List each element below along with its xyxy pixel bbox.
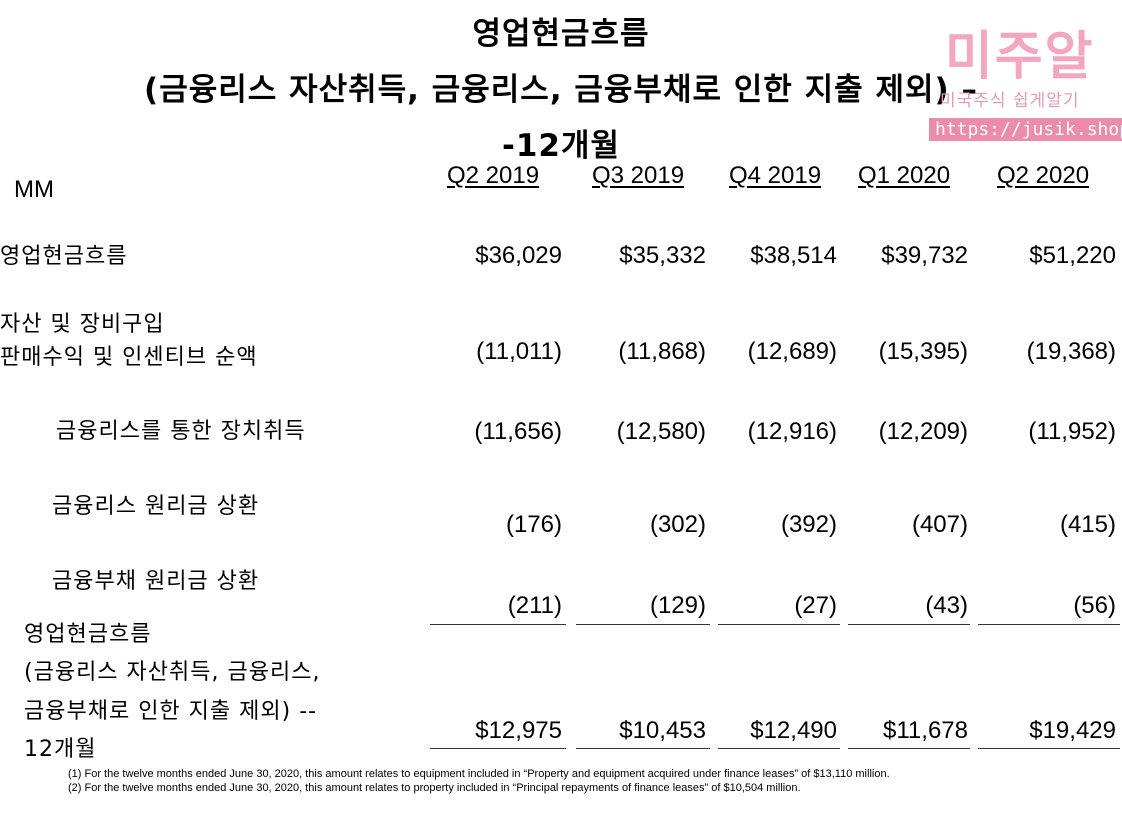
row-label-fcf-line-2: (금융리스 자산취득, 금융리스, <box>24 660 321 685</box>
table-cell: (12,209) <box>878 418 968 445</box>
table-cell: (19,368) <box>1026 338 1116 365</box>
row-label-finance-lease-repayment: 금융리스 원리금 상환 <box>52 494 260 519</box>
table-cell: $38,514 <box>750 242 837 269</box>
table-cell: (407) <box>911 511 968 538</box>
title-line-1: 영업현금흐름 <box>472 16 650 52</box>
table-cell: (11,952) <box>1028 418 1116 445</box>
row-label-fcf-line-3: 금융부채로 인한 지출 제외) -- <box>24 699 318 724</box>
column-header-q3-2019: Q3 2019 <box>592 162 685 189</box>
row-label-financing-obligation-repayment: 금융부채 원리금 상환 <box>52 569 260 594</box>
table-cell: $12,975 <box>475 717 562 744</box>
row-label-operating-cash-flow: 영업현금흐름 <box>0 244 128 269</box>
column-header-q2-2019: Q2 2019 <box>447 162 540 189</box>
divider <box>576 748 710 749</box>
footnote-2: (2) For the twelve months ended June 30,… <box>68 782 801 794</box>
divider <box>576 624 710 625</box>
table-cell: (11,011) <box>476 338 562 365</box>
column-header-q2-2020: Q2 2020 <box>997 162 1090 189</box>
table-cell: (415) <box>1059 511 1116 538</box>
table-cell: $19,429 <box>1029 717 1116 744</box>
divider <box>430 748 566 749</box>
table-cell: $51,220 <box>1029 242 1116 269</box>
unit-label: MM <box>14 176 54 203</box>
table-cell: (176) <box>505 511 562 538</box>
row-label-property-equipment-line-2: 판매수익 및 인센티브 순액 <box>0 345 258 370</box>
table-cell: (15,395) <box>878 338 968 365</box>
table-cell: (11,868) <box>618 338 706 365</box>
table-cell: (43) <box>925 592 968 619</box>
table-cell: (302) <box>649 511 706 538</box>
table-cell: (392) <box>780 511 837 538</box>
divider <box>978 624 1120 625</box>
table-cell: $10,453 <box>619 717 706 744</box>
row-label-fcf-line-4: 12개월 <box>24 737 97 762</box>
table-cell: $35,332 <box>619 242 706 269</box>
table-cell: (12,580) <box>616 418 706 445</box>
footnote-1: (1) For the twelve months ended June 30,… <box>68 768 890 780</box>
table-cell: (27) <box>794 592 837 619</box>
table-cell: (129) <box>649 592 706 619</box>
column-header-q1-2020: Q1 2020 <box>858 162 951 189</box>
divider <box>430 624 566 625</box>
row-label-fcf-line-1: 영업현금흐름 <box>24 622 152 647</box>
column-header-q4-2019: Q4 2019 <box>729 162 822 189</box>
table-cell: $39,732 <box>881 242 968 269</box>
table-cell: (211) <box>507 592 562 619</box>
table-cell: (12,689) <box>747 338 837 365</box>
table-cell: (56) <box>1073 592 1116 619</box>
watermark-url: https://jusik.shop <box>929 118 1122 141</box>
table-cell: $36,029 <box>475 242 562 269</box>
title-line-3: -12개월 <box>501 128 621 164</box>
divider <box>718 624 840 625</box>
table-cell: $11,678 <box>883 717 968 744</box>
table-cell: $12,490 <box>750 717 837 744</box>
divider <box>848 748 970 749</box>
divider <box>718 748 840 749</box>
watermark-tagline: 미국주식 쉽게알기 <box>940 91 1080 111</box>
table-cell: (12,916) <box>747 418 837 445</box>
watermark-brand: 미주알 <box>945 27 1095 87</box>
row-label-finance-lease-equipment: 금융리스를 통한 장치취득 <box>56 419 306 444</box>
divider <box>978 748 1120 749</box>
divider <box>848 624 970 625</box>
table-cell: (11,656) <box>474 418 562 445</box>
title-line-2: (금융리스 자산취득, 금융리스, 금융부채로 인한 지출 제외) – <box>144 72 978 108</box>
row-label-property-equipment: 자산 및 장비구입 <box>0 312 165 337</box>
